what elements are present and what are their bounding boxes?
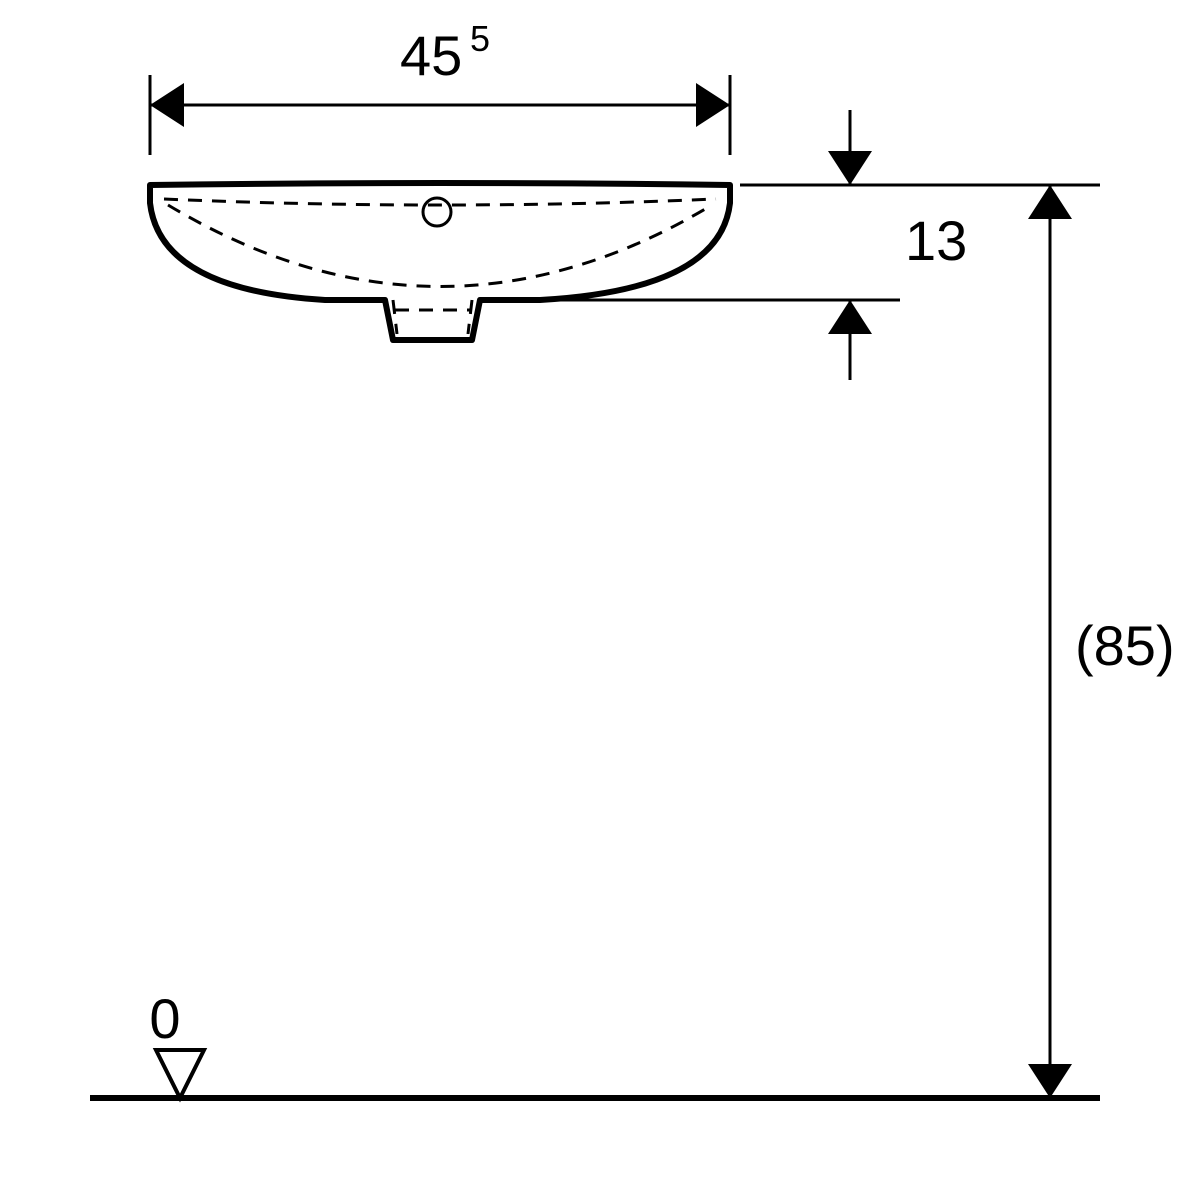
basin-rim-dashed — [164, 199, 716, 205]
dim-label-13: 13 — [905, 209, 967, 272]
arrowhead — [1028, 185, 1072, 219]
dim-label-width: 45 — [400, 24, 462, 87]
datum-triangle-icon — [156, 1050, 204, 1098]
arrowhead — [696, 83, 730, 127]
arrowhead — [1028, 1064, 1072, 1098]
arrowhead — [828, 300, 872, 334]
datum-label: 0 — [149, 987, 180, 1050]
arrowhead — [150, 83, 184, 127]
basin-outline — [150, 183, 730, 340]
dim-label-85: (85) — [1075, 614, 1175, 677]
basin-inner-dashed — [168, 205, 712, 287]
arrowhead — [828, 151, 872, 185]
dim-label-width-sup: 5 — [470, 18, 490, 59]
technical-drawing: 455 13 (85) 0 — [0, 0, 1200, 1200]
overflow-hole — [423, 198, 451, 226]
